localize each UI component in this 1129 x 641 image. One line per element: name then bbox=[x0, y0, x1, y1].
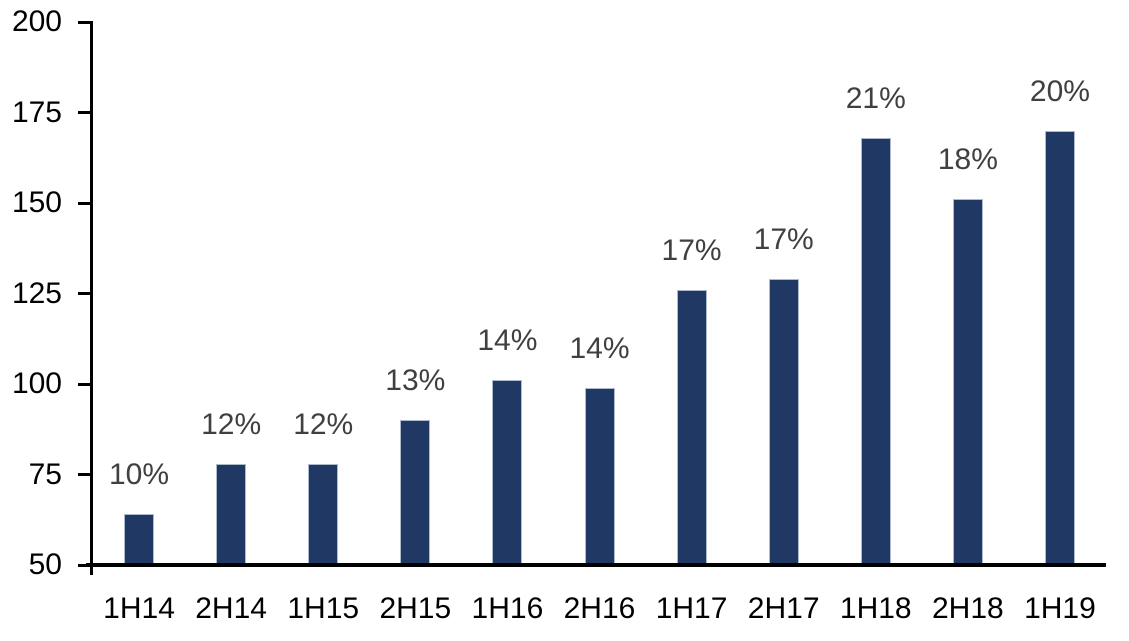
y-tick-mark bbox=[78, 111, 93, 114]
x-tick-label: 1H17 bbox=[655, 592, 728, 625]
bar bbox=[860, 137, 891, 565]
y-tick-label: 125 bbox=[11, 276, 62, 310]
bar-value-label: 21% bbox=[845, 81, 906, 115]
x-axis-origin-tick bbox=[90, 565, 93, 575]
y-tick-label: 50 bbox=[28, 548, 62, 581]
bar bbox=[584, 387, 615, 565]
x-tick-label: 1H18 bbox=[839, 592, 912, 625]
y-tick-mark bbox=[78, 201, 93, 205]
bar bbox=[768, 279, 799, 565]
x-tick-label: 2H16 bbox=[563, 592, 636, 625]
bar bbox=[676, 289, 707, 565]
x-tick-label: 2H18 bbox=[931, 592, 1004, 625]
x-tick-label: 1H15 bbox=[287, 592, 360, 625]
y-tick-label: 200 bbox=[11, 5, 62, 38]
x-tick-label: 2H15 bbox=[379, 592, 452, 625]
bar bbox=[216, 463, 247, 565]
bar-value-label: 14% bbox=[569, 331, 630, 365]
bar-value-label: 12% bbox=[293, 407, 354, 441]
bar-value-label: 20% bbox=[1029, 74, 1090, 108]
bar bbox=[952, 199, 983, 565]
x-tick-label: 2H17 bbox=[747, 592, 820, 625]
bar-value-label: 10% bbox=[109, 458, 170, 492]
bar-value-label: 12% bbox=[201, 407, 262, 441]
y-axis-line bbox=[90, 22, 93, 565]
bar-value-label: 14% bbox=[477, 324, 538, 358]
bar bbox=[308, 463, 339, 565]
y-tick-label: 150 bbox=[11, 186, 62, 219]
y-tick-mark bbox=[78, 292, 93, 295]
y-tick-label: 175 bbox=[11, 95, 62, 129]
x-tick-label: 1H16 bbox=[471, 592, 544, 625]
x-tick-label: 2H14 bbox=[195, 592, 267, 625]
bar bbox=[492, 380, 523, 565]
bar-value-label: 18% bbox=[937, 143, 998, 177]
y-tick-mark bbox=[78, 563, 93, 567]
bar-value-label: 17% bbox=[661, 233, 722, 267]
x-tick-label: 1H19 bbox=[1024, 592, 1096, 625]
x-tick-label: 1H14 bbox=[103, 592, 175, 625]
bar bbox=[124, 514, 155, 565]
y-tick-mark bbox=[78, 20, 93, 24]
bar bbox=[400, 420, 431, 565]
x-axis-line bbox=[86, 563, 1106, 567]
y-tick-mark bbox=[78, 473, 93, 476]
bar-value-label: 17% bbox=[753, 223, 814, 257]
bar bbox=[1044, 130, 1075, 565]
bar-value-label: 13% bbox=[385, 364, 446, 398]
y-tick-label: 75 bbox=[28, 457, 62, 491]
y-tick-mark bbox=[78, 382, 93, 386]
y-tick-label: 100 bbox=[11, 367, 62, 400]
